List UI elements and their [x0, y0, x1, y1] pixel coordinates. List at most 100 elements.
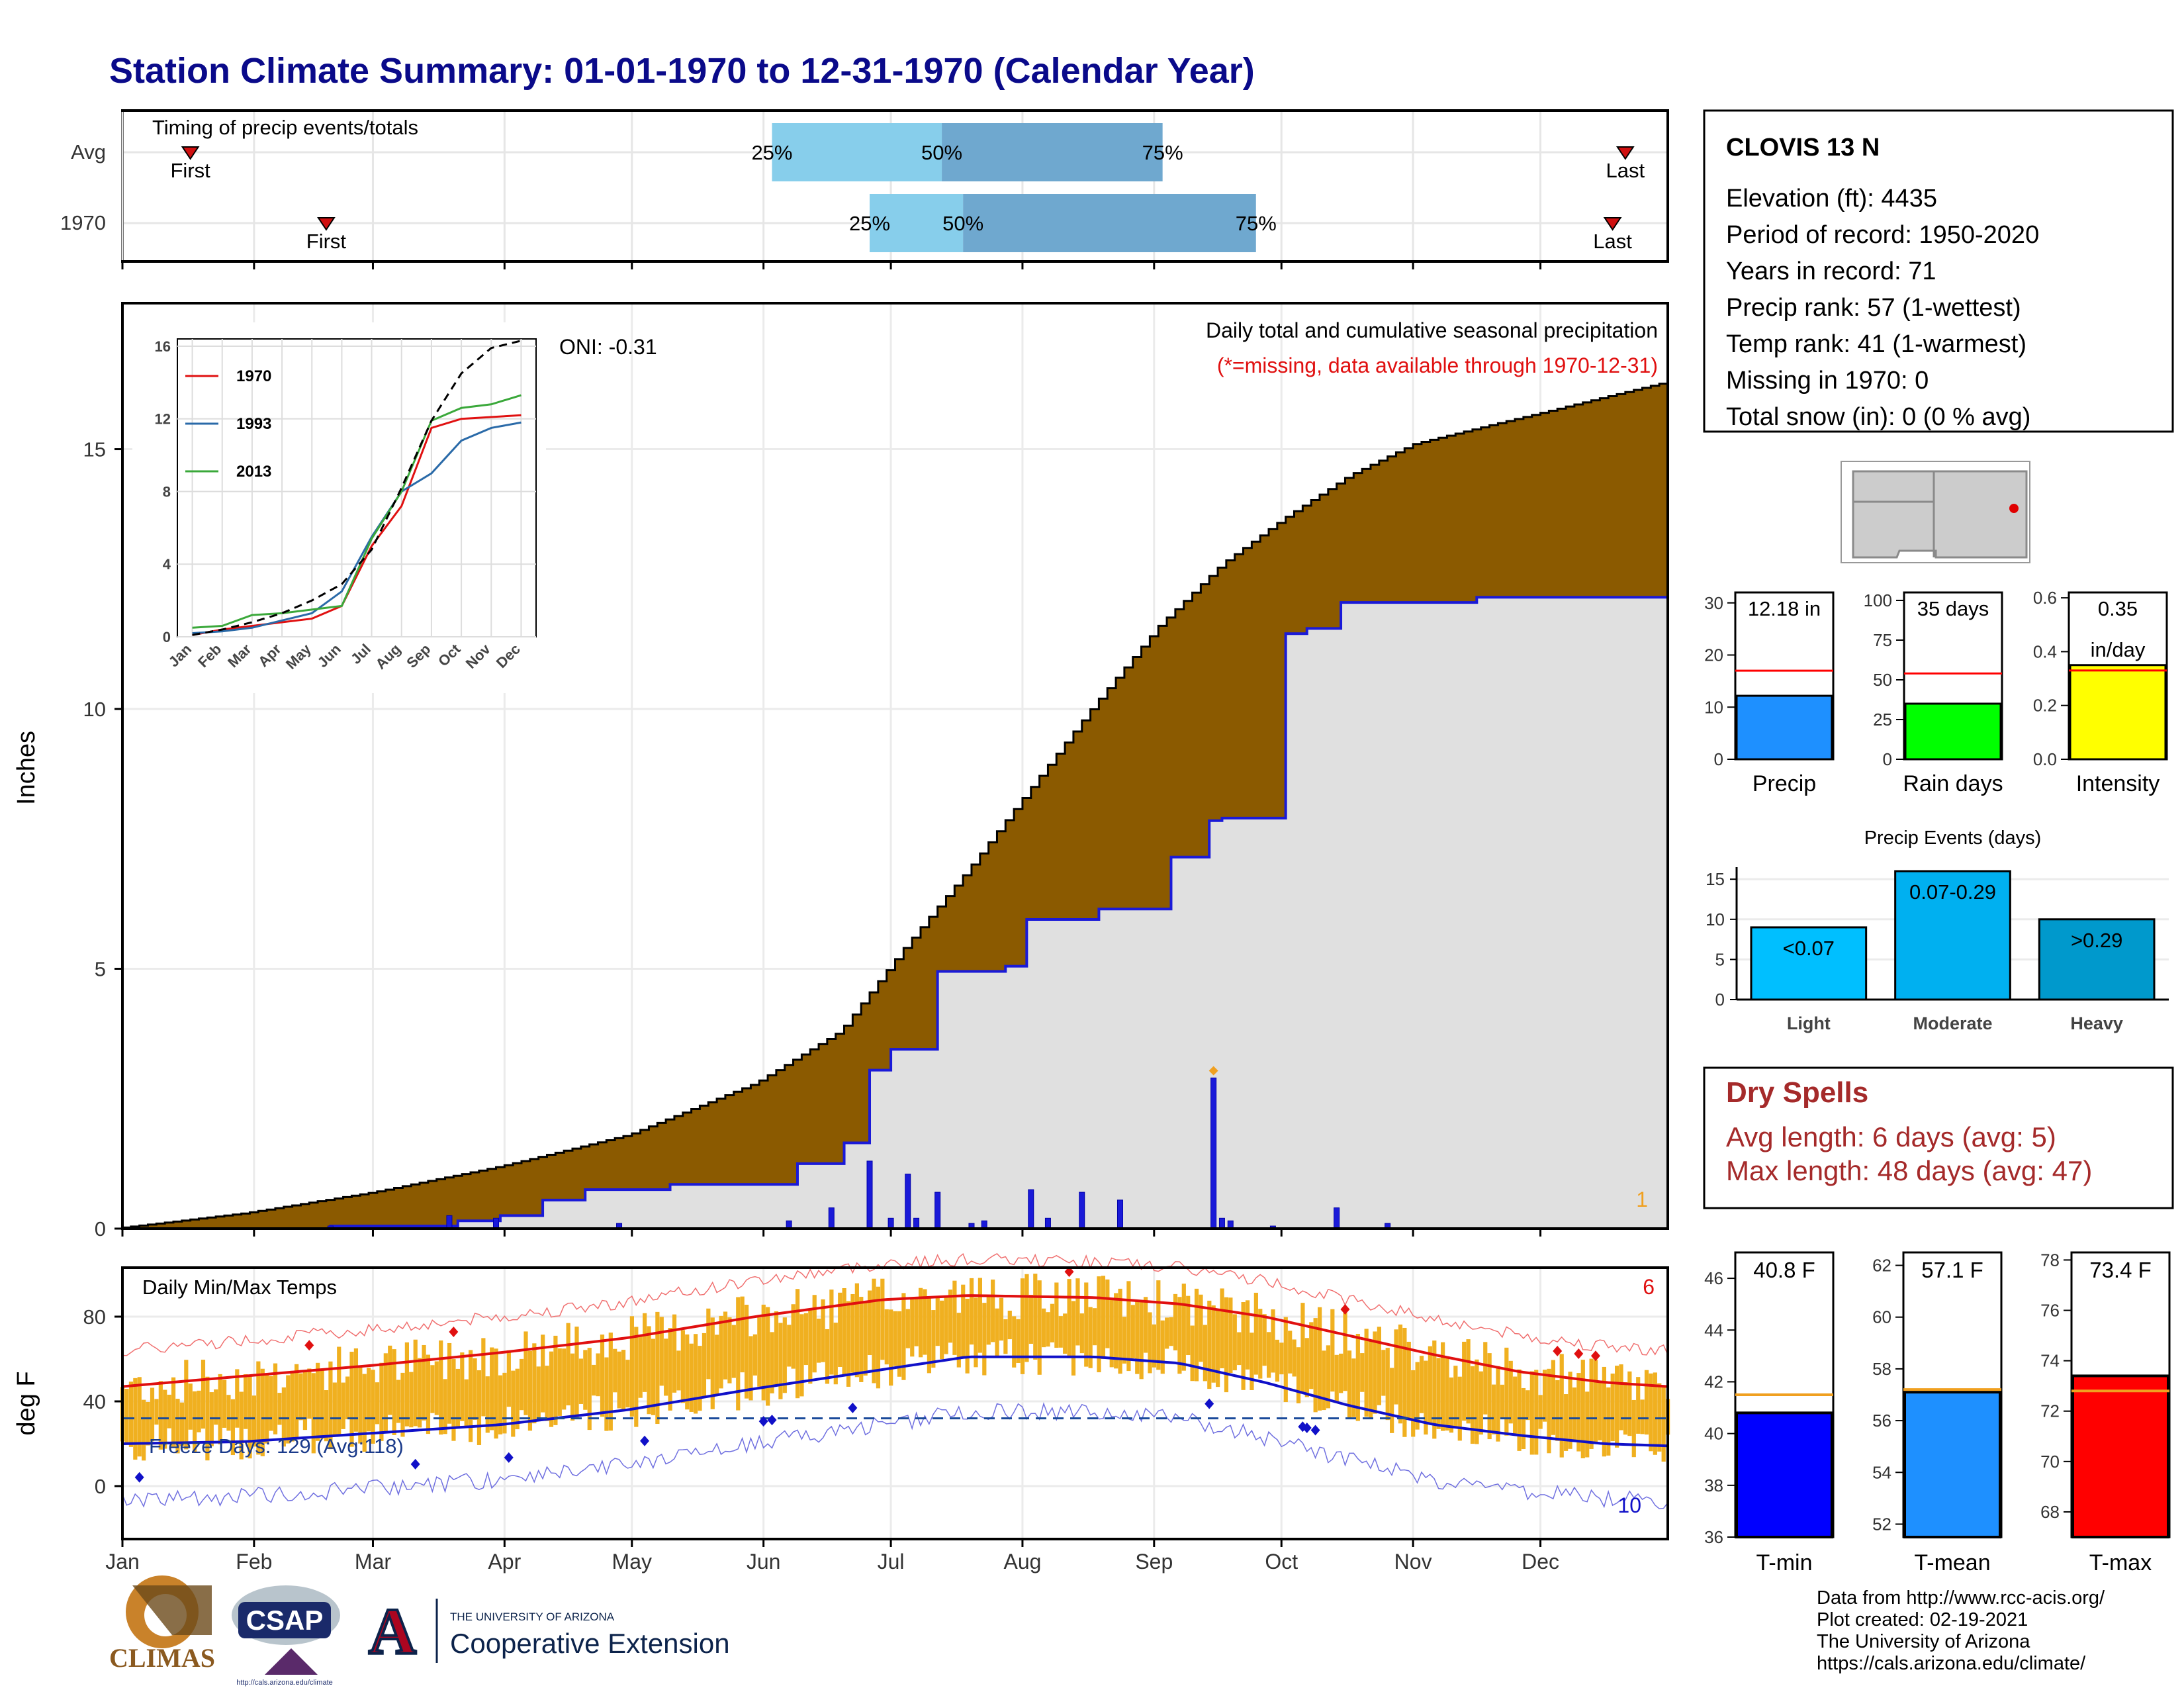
- daily-temp-range-bar: [1042, 1308, 1046, 1348]
- daily-temp-range-bar: [893, 1311, 897, 1366]
- daily-temp-range-bar: [1424, 1360, 1428, 1435]
- daily-temp-range-bar: [1406, 1341, 1411, 1419]
- mini-bar-ytick-label: 10: [1704, 697, 1723, 717]
- daily-temp-range-bar: [791, 1304, 796, 1369]
- temp-panel-frame: [121, 1266, 1669, 1540]
- inset-ytick-label: 8: [163, 483, 171, 500]
- daily-temp-range-bar: [1589, 1358, 1594, 1449]
- timing-pct-label: 50%: [921, 141, 962, 164]
- month-label: Feb: [236, 1550, 272, 1573]
- daily-temp-range-bar: [1063, 1313, 1068, 1354]
- mini-bar-ytick-label: 20: [1704, 645, 1723, 665]
- precip-events-chart: Precip Events (days) 0 5 10 15 <0.07 Light 0.07…: [1706, 827, 2169, 1033]
- daily-temp-range-bar: [324, 1390, 329, 1442]
- timing-marks: 25% 50% 75% First Last 25% 50% 75% First Last: [171, 123, 1645, 253]
- station-location-dot: [2009, 504, 2019, 513]
- inset-ytick-label: 12: [155, 411, 171, 428]
- daily-temp-range-bar: [1313, 1318, 1318, 1413]
- daily-temp-range-bar: [506, 1350, 511, 1407]
- daily-temp-range-bar: [167, 1394, 171, 1429]
- mini-bar-ytick-label: 50: [1873, 670, 1892, 690]
- daily-temp-range-bar: [1148, 1312, 1152, 1374]
- daily-temp-range-bar: [142, 1399, 146, 1461]
- footer-line: Plot created: 02-19-2021: [1817, 1609, 2028, 1630]
- temp-bar-ytick-label: 42: [1704, 1372, 1723, 1391]
- daily-temp-range-bar: [1462, 1341, 1467, 1421]
- daily-temp-range-bar: [829, 1289, 834, 1375]
- daily-temp-range-bar: [1143, 1297, 1148, 1353]
- daily-temp-range-bar: [863, 1302, 868, 1376]
- daily-temp-range-bar: [290, 1370, 295, 1442]
- csap-url: http://cals.arizona.edu/climate: [236, 1679, 333, 1687]
- mini-bar-ytick-label: 0.6: [2033, 588, 2057, 608]
- temp-bar-ytick-label: 68: [2040, 1502, 2060, 1522]
- daily-temp-range-bar: [1296, 1347, 1301, 1403]
- daily-temp-range-bar: [774, 1311, 779, 1385]
- daily-temp-range-bar: [1271, 1309, 1275, 1373]
- daily-temp-range-bar: [1555, 1380, 1560, 1441]
- daily-temp-range-bar: [502, 1372, 507, 1434]
- precip-events-ytick-label: 5: [1715, 949, 1725, 969]
- daily-temp-range-bar: [1411, 1370, 1416, 1437]
- month-label: Nov: [1394, 1550, 1432, 1573]
- dry-spells-max: Max length: 48 days (avg: 47): [1726, 1155, 2092, 1186]
- daily-temp-range-bar: [1292, 1339, 1297, 1377]
- daily-temp-range-bar: [400, 1372, 405, 1437]
- precip-events-ytick-label: 10: [1706, 910, 1725, 929]
- record-low-marker: [410, 1458, 420, 1470]
- daily-temp-range-bar: [1118, 1288, 1122, 1374]
- station-line: Precip rank: 57 (1-wettest): [1726, 294, 2021, 322]
- daily-temp-range-bar: [1007, 1311, 1012, 1340]
- daily-temp-range-bar: [812, 1295, 817, 1373]
- precip-event-bar: [2038, 918, 2156, 1001]
- temp-bar-ytick-label: 58: [1872, 1359, 1891, 1379]
- daily-temp-range-bar: [1385, 1348, 1390, 1421]
- daily-temp-range-bar: [744, 1305, 749, 1399]
- daily-temp-range-bar: [1343, 1313, 1347, 1391]
- daily-temp-range-bar: [413, 1339, 418, 1427]
- daily-temp-range-bar: [740, 1296, 745, 1373]
- daily-temp-range-bar: [723, 1311, 728, 1380]
- csap-mountain: [265, 1648, 318, 1675]
- temp-bar-value-label: 57.1 F: [1921, 1258, 1983, 1282]
- timing-panel-title: Timing of precip events/totals: [152, 116, 418, 139]
- daily-temp-range-bar: [680, 1330, 685, 1403]
- daily-temp-range-bar: [485, 1376, 490, 1433]
- daily-temp-range-bar: [1585, 1391, 1590, 1458]
- daily-temp-range-bar: [498, 1375, 503, 1434]
- timing-last-marker-label: Last: [1606, 159, 1645, 182]
- precip-ylabel: Inches: [13, 731, 40, 805]
- daily-temp-range-bar: [1619, 1364, 1623, 1430]
- daily-temp-range-bar: [872, 1278, 876, 1383]
- daily-temp-range-bar: [1262, 1314, 1267, 1366]
- daily-temp-range-bar: [464, 1379, 469, 1428]
- daily-temp-range-bar: [982, 1303, 987, 1376]
- daily-temp-range-bar: [1194, 1288, 1199, 1382]
- daily-temp-range-bar: [1165, 1317, 1169, 1349]
- daily-temp-range-bar: [1245, 1300, 1250, 1370]
- daily-temp-range-bar: [1649, 1373, 1653, 1452]
- timing-last-marker: [1603, 217, 1622, 231]
- daily-precip-bar: [1116, 1199, 1123, 1229]
- daily-temp-range-bar: [731, 1325, 736, 1378]
- daily-temp-range-bar: [833, 1323, 838, 1385]
- daily-temp-range-bar: [553, 1335, 558, 1425]
- daily-temp-range-bar: [1334, 1354, 1339, 1403]
- mini-bar-ytick-label: 100: [1864, 590, 1892, 610]
- temp-bar-ytick-label: 38: [1704, 1476, 1723, 1495]
- daily-temp-range-bar: [443, 1379, 447, 1434]
- timing-row-label-year: 1970: [60, 211, 106, 234]
- daily-temp-range-bar: [1419, 1356, 1424, 1413]
- temp-ytick-label: 40: [83, 1390, 106, 1413]
- daily-temp-range-bar: [749, 1336, 753, 1401]
- daily-temp-range-bar: [795, 1289, 800, 1399]
- daily-temp-range-bar: [179, 1402, 185, 1446]
- daily-temp-range-bar: [396, 1380, 401, 1423]
- daily-temp-range-bar: [439, 1340, 443, 1435]
- timing-bar-p25-p50: [870, 194, 964, 252]
- csap-banner: [238, 1602, 331, 1638]
- daily-temp-range-bar: [698, 1346, 702, 1411]
- daily-temp-range-bar: [1470, 1366, 1475, 1444]
- daily-temp-range-bar: [897, 1311, 902, 1377]
- daily-temp-range-bar: [1122, 1317, 1127, 1364]
